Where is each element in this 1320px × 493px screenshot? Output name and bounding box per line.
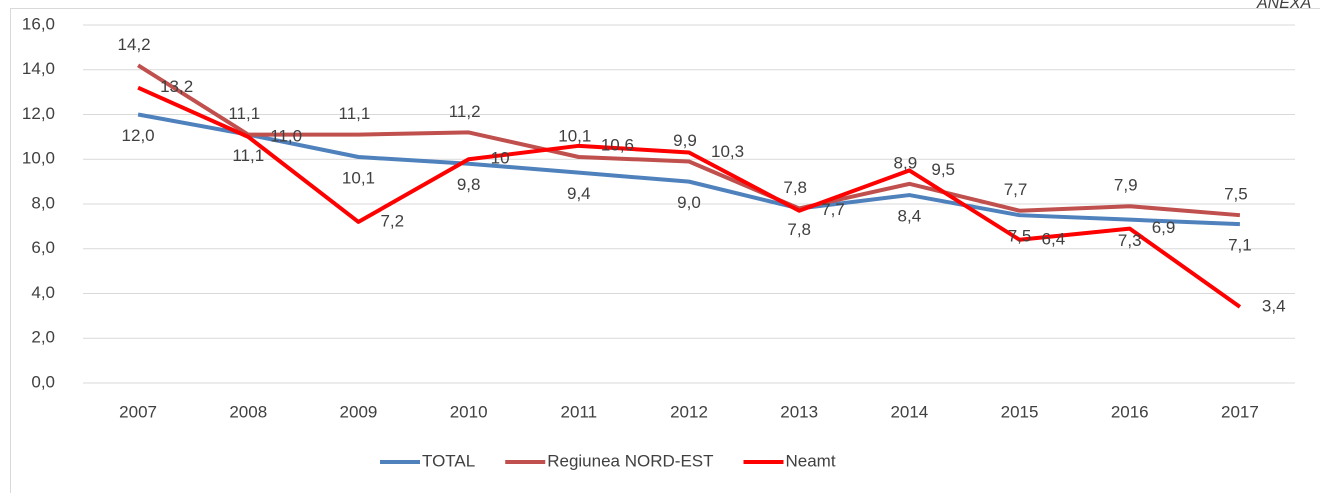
- legend-label: Regiunea NORD-EST: [547, 451, 713, 470]
- x-tick-label: 2012: [670, 402, 708, 421]
- x-tick-label: 2017: [1221, 402, 1259, 421]
- data-label: 7,7: [1004, 180, 1028, 199]
- data-label: 11,1: [339, 104, 371, 123]
- data-label: 7,3: [1118, 231, 1142, 250]
- x-tick-label: 2009: [340, 402, 378, 421]
- data-label: 10,1: [342, 168, 375, 187]
- data-label: 7,8: [783, 178, 807, 197]
- series-line: [137, 85, 1242, 309]
- data-label: 11,1: [232, 146, 264, 165]
- y-tick-label: 10,0: [22, 149, 55, 168]
- data-label: 11,0: [270, 126, 302, 145]
- data-label: 10,3: [711, 142, 744, 161]
- legend-label: TOTAL: [422, 451, 475, 470]
- data-label: 7,9: [1114, 176, 1138, 195]
- y-tick-label: 4,0: [31, 283, 55, 302]
- x-tick-label: 2008: [229, 402, 267, 421]
- data-label: 7,1: [1228, 236, 1252, 255]
- series-line: [137, 63, 1241, 218]
- x-tick-label: 2007: [119, 402, 157, 421]
- y-tick-label: 0,0: [31, 372, 55, 391]
- data-label: 13,2: [160, 77, 193, 96]
- data-label: 9,5: [931, 160, 955, 179]
- data-label: 9,8: [457, 175, 481, 194]
- data-label: 11,2: [449, 102, 481, 121]
- y-tick-label: 6,0: [31, 238, 55, 257]
- data-label: 7,5: [1224, 185, 1248, 204]
- data-label: 7,8: [787, 220, 811, 239]
- series-line: [137, 112, 1240, 227]
- data-label: 11,1: [228, 104, 260, 123]
- data-label: 12,0: [122, 126, 155, 145]
- chart-border: [10, 8, 1320, 493]
- data-label: 6,4: [1042, 229, 1066, 248]
- data-label: 8,9: [894, 153, 918, 172]
- data-label: 9,0: [677, 193, 701, 212]
- data-label: 3,4: [1262, 296, 1286, 315]
- data-label: 8,4: [898, 207, 922, 226]
- data-label: 7,2: [380, 211, 404, 230]
- x-tick-label: 2016: [1111, 402, 1149, 421]
- data-label: 10,6: [601, 135, 634, 154]
- data-label: 6,9: [1152, 218, 1176, 237]
- y-tick-label: 16,0: [22, 14, 55, 33]
- y-tick-label: 8,0: [31, 193, 55, 212]
- data-label: 10: [491, 149, 510, 168]
- data-label: 10,1: [558, 126, 591, 145]
- annotation: ANEXA: [1256, 0, 1311, 12]
- legend-label: Neamt: [786, 451, 836, 470]
- data-label: 14,2: [118, 35, 151, 54]
- y-tick-label: 12,0: [22, 104, 55, 123]
- data-label: 9,4: [567, 184, 591, 203]
- x-tick-label: 2015: [1001, 402, 1039, 421]
- data-label: 7,5: [1008, 227, 1032, 246]
- x-tick-label: 2013: [780, 402, 818, 421]
- x-tick-label: 2010: [450, 402, 488, 421]
- data-label: 7,7: [821, 200, 845, 219]
- x-tick-label: 2011: [561, 402, 598, 421]
- y-tick-label: 14,0: [22, 59, 55, 78]
- data-label: 9,9: [673, 131, 697, 150]
- y-tick-label: 2,0: [31, 328, 55, 347]
- x-tick-label: 2014: [890, 402, 928, 421]
